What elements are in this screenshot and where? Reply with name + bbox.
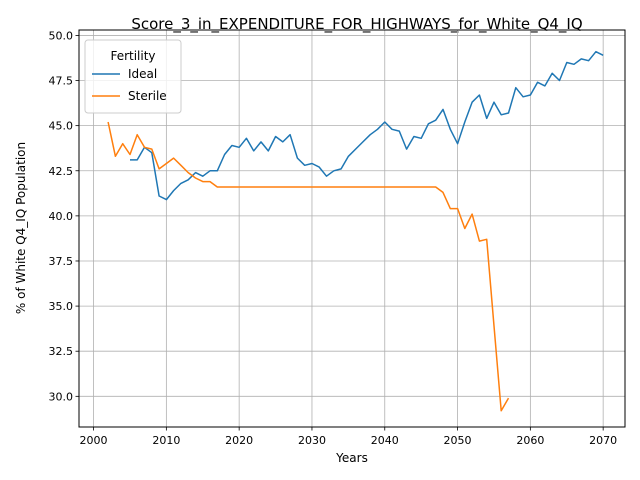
y-tick-label: 47.5 xyxy=(49,75,74,88)
x-tick-label: 2000 xyxy=(80,434,108,447)
legend-title: Fertility xyxy=(110,49,155,63)
series-line-sterile xyxy=(107,121,510,412)
series-lines xyxy=(107,50,604,412)
x-tick-label: 2050 xyxy=(444,434,472,447)
y-axis-ticks: 30.0 32.5 35.0 37.5 40.0 42.5 45.0 47.5 50.0 xyxy=(49,29,79,403)
x-tick-label: 2020 xyxy=(225,434,253,447)
y-tick-label: 32.5 xyxy=(49,345,74,358)
chart-title: Score_3_in_EXPENDITURE_FOR_HIGHWAYS_for_… xyxy=(131,15,582,34)
y-tick-label: 35.0 xyxy=(49,300,74,313)
x-tick-label: 2010 xyxy=(152,434,180,447)
x-tick-label: 2030 xyxy=(298,434,326,447)
x-axis-ticks: 2000 2010 2020 2030 2040 2050 2060 2070 xyxy=(80,427,617,447)
plot-frame xyxy=(78,29,626,428)
y-tick-label: 42.5 xyxy=(49,165,74,178)
x-axis-label: Years xyxy=(335,451,368,465)
y-tick-label: 40.0 xyxy=(49,210,74,223)
y-tick-label: 30.0 xyxy=(49,390,74,403)
y-tick-label: 37.5 xyxy=(49,255,74,268)
grid xyxy=(79,30,625,427)
y-tick-label: 50.0 xyxy=(49,29,74,42)
x-tick-label: 2060 xyxy=(516,434,544,447)
x-tick-label: 2070 xyxy=(589,434,617,447)
x-tick-label: 2040 xyxy=(371,434,399,447)
y-tick-label: 45.0 xyxy=(49,120,74,133)
legend-label-ideal: Ideal xyxy=(128,67,157,81)
legend-box xyxy=(84,39,182,114)
legend-label-sterile: Sterile xyxy=(128,89,167,103)
legend: Fertility Ideal Sterile xyxy=(84,39,182,114)
series-line-ideal xyxy=(130,50,604,201)
y-axis-label: % of White Q4_IQ Population xyxy=(14,142,28,314)
